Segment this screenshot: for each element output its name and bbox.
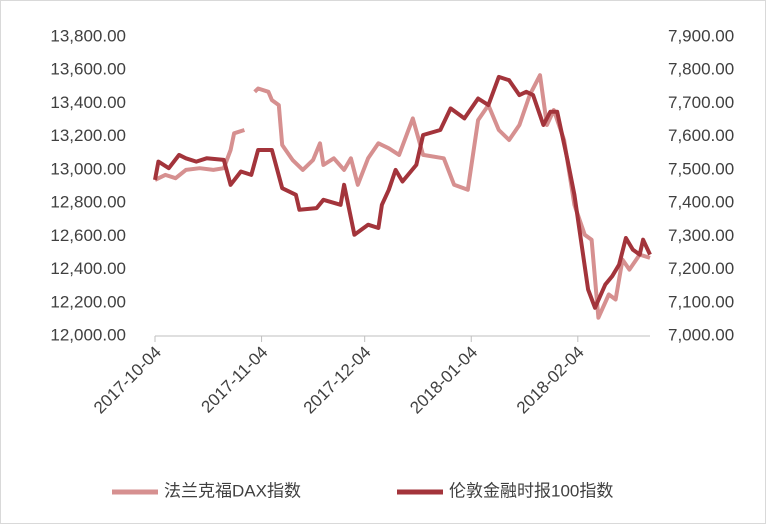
- y2-tick-label: 7,900.00: [668, 26, 734, 45]
- y2-tick-label: 7,000.00: [668, 325, 734, 344]
- y2-tick-label: 7,500.00: [668, 159, 734, 178]
- y-tick-label: 12,600.00: [50, 226, 126, 245]
- y2-tick-label: 7,200.00: [668, 259, 734, 278]
- legend-label: 伦敦金融时报100指数: [449, 481, 613, 500]
- y-tick-label: 13,200.00: [50, 126, 126, 145]
- y2-tick-label: 7,800.00: [668, 60, 734, 79]
- y2-tick-label: 7,400.00: [668, 193, 734, 212]
- series-line: [153, 74, 652, 310]
- y-tick-label: 13,600.00: [50, 60, 126, 79]
- y2-tick-label: 7,300.00: [668, 226, 734, 245]
- legend-label: 法兰克福DAX指数: [164, 481, 301, 500]
- y2-tick-label: 7,100.00: [668, 292, 734, 311]
- y-tick-label: 12,400.00: [50, 259, 126, 278]
- y-tick-label: 13,400.00: [50, 93, 126, 112]
- series-line: [154, 73, 651, 320]
- y-tick-label: 12,200.00: [50, 292, 126, 311]
- y2-tick-label: 7,700.00: [668, 93, 734, 112]
- y-tick-label: 13,800.00: [50, 26, 126, 45]
- y-tick-label: 12,800.00: [50, 193, 126, 212]
- y2-tick-label: 7,600.00: [668, 126, 734, 145]
- y-tick-label: 13,000.00: [50, 159, 126, 178]
- y-tick-label: 12,000.00: [50, 325, 126, 344]
